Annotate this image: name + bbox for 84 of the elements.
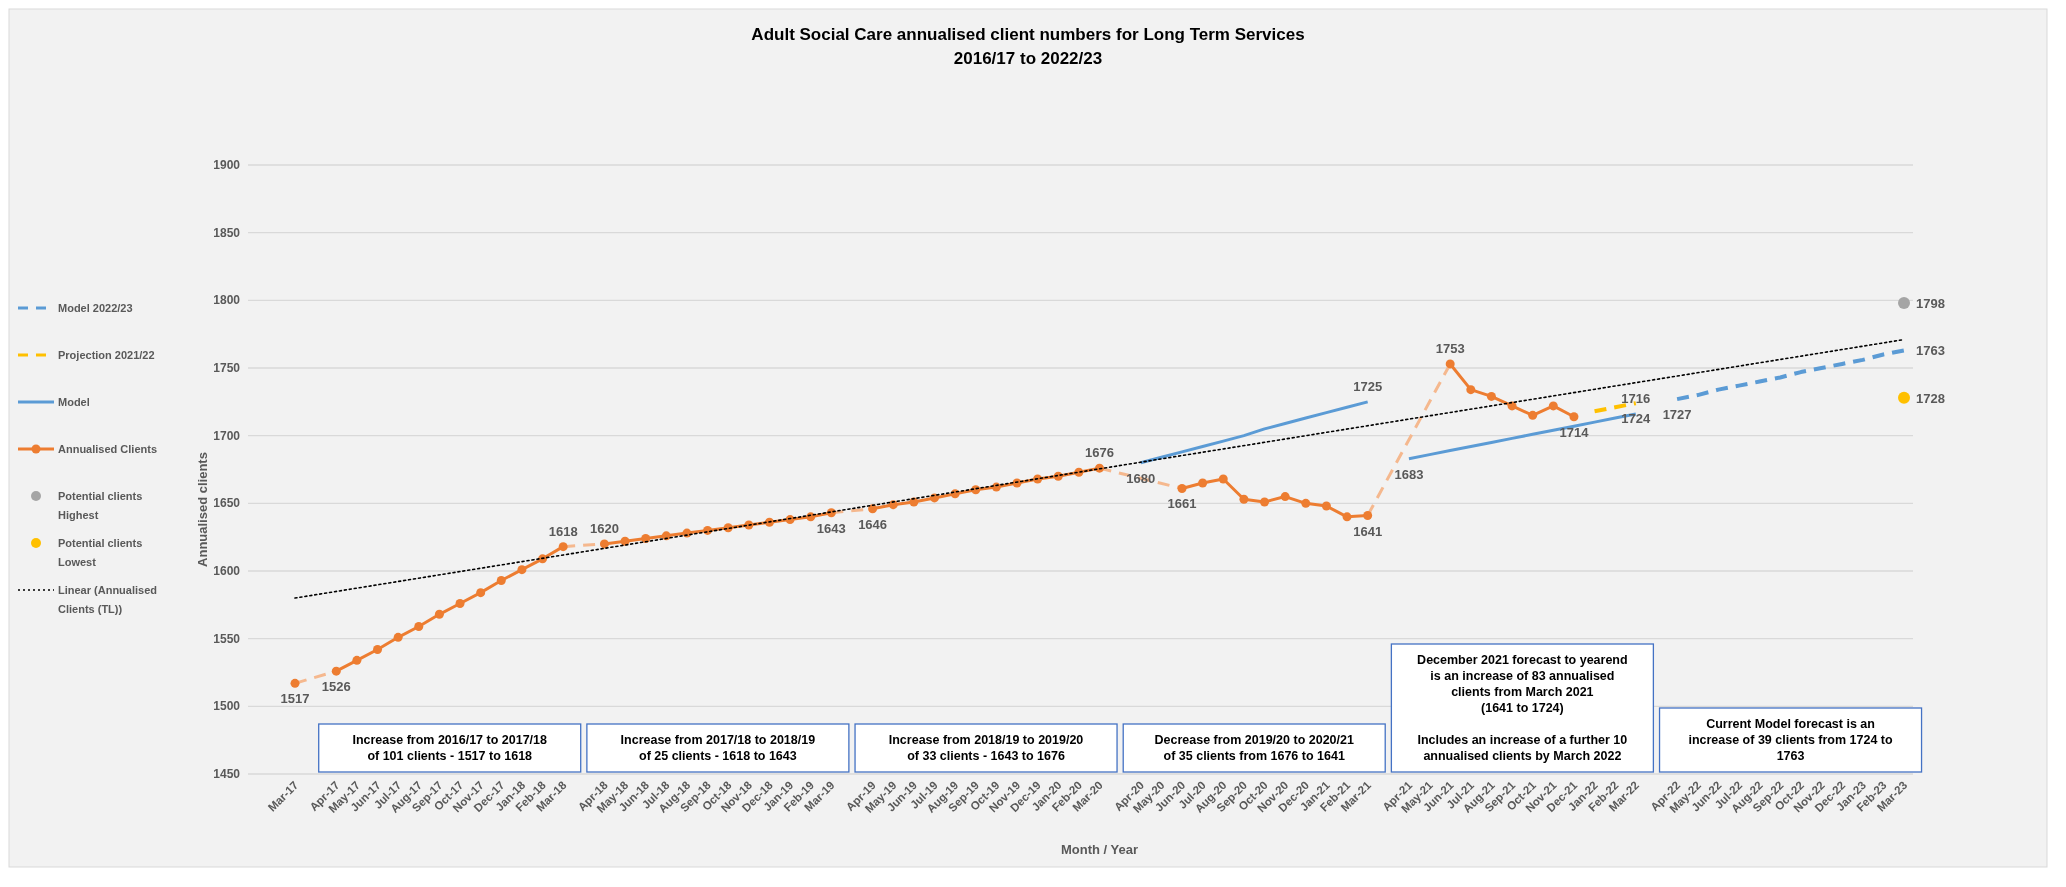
text-box: Increase from 2017/18 to 2018/19 of 25 clients - 1618 to 1643 [586, 723, 850, 773]
legend-label: Potential clients Highest [58, 490, 143, 521]
y-tick-label: 1500 [213, 699, 241, 714]
point [455, 598, 465, 608]
data-label: 1526 [321, 679, 351, 695]
point [434, 609, 444, 619]
y-tick-label: 1550 [213, 631, 241, 646]
legend-label: Potential clients Lowest [58, 537, 143, 568]
point [1363, 511, 1373, 521]
y-tick-label: 1750 [213, 361, 241, 375]
y-tick-label: 1650 [213, 496, 241, 511]
data-label: 1676 [1085, 445, 1114, 461]
annotation: Increase from 2016/17 to 2017/18 of 101 clients - 1517 to 1618 [352, 733, 548, 763]
data-label: 1716 [1621, 391, 1651, 407]
point [1301, 498, 1311, 508]
chart-subtitle: 2016/17 to 2022/23 [953, 49, 1103, 68]
point [1548, 401, 1558, 411]
x-axis-title: Month / Year [1060, 842, 1139, 857]
point [599, 539, 609, 549]
data-label: 1620 [589, 520, 619, 536]
chart-title: Adult Social Care annualised client numbers for Long Term Services [751, 25, 1305, 44]
point [1321, 501, 1331, 511]
text-box: Current Model forecast is an increase of 39 clients from 1724 to 1763 [1658, 707, 1923, 773]
point [496, 575, 506, 585]
y-tick-label: 1600 [213, 564, 241, 578]
text-box: Increase from 2018/19 to 2019/20 of 33 clients - 1643 to 1676 [854, 723, 1118, 773]
point [517, 565, 527, 575]
y-tick-label: 1700 [213, 428, 241, 443]
y-axis-title: Annualised clients [195, 452, 210, 567]
legend-label: Model [58, 396, 90, 408]
data-label: 1646 [858, 516, 888, 532]
y-tick-label: 1450 [213, 767, 241, 781]
legend-label: Model 2022/23 [58, 302, 133, 314]
data-label: 1725 [1353, 378, 1383, 394]
point [1198, 478, 1208, 488]
text-box: Increase from 2016/17 to 2017/18 of 101 clients - 1517 to 1618 [318, 723, 582, 773]
legend-label: Projection 2021/22 [58, 349, 155, 361]
point [290, 678, 300, 688]
point [1569, 412, 1579, 422]
data-label: 1680 [1126, 470, 1156, 486]
point [1280, 492, 1290, 502]
point [1260, 497, 1270, 507]
point [414, 621, 424, 631]
data-label: 1727 [1662, 407, 1692, 423]
y-tick-label: 1800 [213, 293, 241, 308]
point [661, 531, 671, 541]
point [558, 542, 568, 552]
point [1177, 483, 1187, 493]
annotation: Current Model forecast is an increase of 39 clients from 1724 to 1763 [1688, 717, 1894, 763]
data-label: 1728 [1916, 390, 1945, 406]
text-box: December 2021 forecast to yearend is an increase of 83 annualised clients from March 2021 (1641 to 1724) Includes an increase of a further 10 annualised clients by March 2022 [1390, 643, 1655, 773]
annotation: Increase from 2017/18 to 2018/19 of 25 clients - 1618 to 1643 [620, 733, 816, 763]
data-label: 1724 [1621, 411, 1652, 427]
y-tick-label: 1850 [213, 225, 241, 240]
data-label: 1661 [1167, 496, 1197, 512]
point [1342, 512, 1352, 522]
point [1528, 410, 1538, 420]
point [1466, 385, 1476, 395]
data-label: 1753 [1435, 340, 1465, 356]
data-label: 1618 [548, 523, 578, 539]
point [1218, 474, 1228, 484]
point [373, 644, 383, 654]
data-label: 1643 [816, 520, 846, 536]
data-label: 1641 [1353, 523, 1383, 539]
point [331, 666, 341, 676]
text-box: Decrease from 2019/20 to 2020/21 of 35 clients from 1676 to 1641 [1122, 723, 1386, 773]
point [476, 588, 486, 598]
annotation: Decrease from 2019/20 to 2020/21 of 35 clients from 1676 to 1641 [1154, 733, 1354, 763]
point [641, 534, 651, 544]
legend-label: Linear (Annualised Clients (TL)) [58, 584, 158, 615]
data-label: 1798 [1916, 296, 1945, 312]
data-label: 1683 [1394, 466, 1424, 482]
point [1239, 494, 1249, 504]
point [1486, 391, 1496, 401]
annotation: Increase from 2018/19 to 2019/20 of 33 clients - 1643 to 1676 [888, 733, 1084, 763]
data-label: 1714 [1559, 424, 1590, 440]
data-label: 1517 [280, 691, 310, 707]
legend-label: Annualised Clients [58, 443, 158, 455]
point [352, 655, 362, 665]
y-tick-label: 1900 [213, 158, 241, 172]
point [1445, 359, 1455, 369]
data-label: 1763 [1916, 343, 1945, 359]
point [393, 632, 403, 642]
line-series [1675, 348, 1906, 402]
